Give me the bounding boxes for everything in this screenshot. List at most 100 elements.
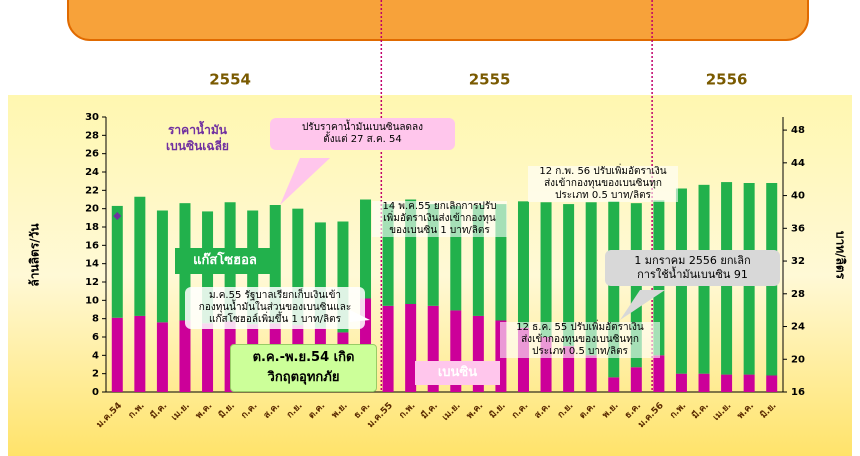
bar-segment — [179, 320, 191, 392]
annotation: ต.ค.-พ.ย.54 เกิดวิกฤตอุทกภัย — [230, 344, 377, 392]
bar-segment — [405, 199, 417, 304]
bar-segment — [608, 201, 620, 378]
text-line: เพิ่มอัตราเงินส่งเข้ากองทุน — [383, 213, 496, 224]
bar-segment — [450, 205, 462, 311]
callout — [280, 158, 330, 205]
bar-segment — [472, 205, 484, 316]
year-label: 2555 — [469, 71, 511, 89]
bar-segment — [472, 315, 484, 392]
bar-segment — [517, 327, 529, 392]
bar-segment — [156, 322, 168, 392]
text-line: กองทุนน้ำมันในส่วนของเบนซินและ — [198, 302, 352, 313]
bar-segment — [450, 310, 462, 392]
text-line: ต.ค.-พ.ย.54 เกิด — [252, 350, 355, 365]
bar-segment — [314, 222, 326, 328]
bar-segment — [721, 374, 733, 392]
bar-segment — [202, 323, 214, 392]
bar-segment — [269, 205, 281, 324]
y-tick-label: 2 — [92, 369, 99, 380]
text-line: ประเภท 0.5 บาท/ลิตร — [532, 346, 628, 357]
annotation: 12 ธ.ค. 55 ปรับเพิ่มอัตราเงิน ส่งเข้ากองท… — [500, 322, 660, 358]
bar-segment — [382, 204, 394, 306]
series-label: แก๊สโซฮอล — [175, 248, 275, 274]
text-line: 14 พ.ค.55 ยกเลิกการปรับ — [382, 201, 497, 212]
y2-tick-label: 40 — [791, 191, 805, 202]
y2-axis-label: บาท/ลิตร — [834, 231, 848, 280]
bar-segment — [585, 202, 597, 356]
y2-tick-label: 16 — [791, 387, 805, 398]
year-label: 2556 — [706, 71, 748, 89]
text-line: เบนซิน — [437, 365, 478, 380]
y2-tick-label: 44 — [791, 158, 805, 169]
bar-segment — [766, 375, 778, 392]
text-line: ตั้งแต่ 27 ส.ค. 54 — [323, 134, 402, 145]
y2-tick-label: 28 — [791, 289, 805, 300]
y-tick-label: 12 — [85, 277, 99, 288]
y-tick-label: 6 — [92, 332, 99, 343]
text-line: ประเภท 0.5 บาท/ลิตร — [555, 190, 651, 201]
bar-segment — [134, 315, 146, 392]
y-tick-label: 18 — [85, 222, 99, 233]
y-tick-label: 14 — [85, 259, 99, 270]
bar-segment — [698, 373, 710, 392]
series-label: เบนซิน — [415, 361, 500, 385]
y-tick-label: 22 — [85, 185, 99, 196]
text-line: ส่งเข้ากองทุนของเบนซินทุก — [544, 178, 662, 189]
bar-segment — [630, 367, 642, 392]
bar-segment — [563, 346, 575, 392]
bar-segment — [675, 373, 687, 392]
annotation: 12 ก.พ. 56 ปรับเพิ่มอัตราเงิน ส่งเข้ากองท… — [528, 166, 678, 202]
y2-tick-label: 20 — [791, 354, 805, 365]
text-line: แก๊สโซฮอล — [193, 253, 257, 268]
price-marker — [113, 212, 122, 221]
bar-segment — [653, 355, 665, 392]
series-label: ราคาน้ำมัน เบนซินเฉลี่ย — [150, 122, 245, 154]
y-tick-label: 30 — [85, 112, 99, 123]
bar-segment — [111, 317, 123, 392]
y2-tick-label: 36 — [791, 223, 805, 234]
bar-segment — [134, 196, 146, 316]
bar-segment — [405, 304, 417, 392]
y2-tick-label: 24 — [791, 322, 805, 333]
bar-segment — [111, 205, 123, 318]
bar-segment — [292, 208, 304, 326]
text-line: ของเบนซิน 1 บาท/ลิตร — [389, 225, 490, 236]
text-line: 12 ก.พ. 56 ปรับเพิ่มอัตราเงิน — [539, 166, 667, 177]
y-tick-label: 28 — [85, 130, 99, 141]
y-tick-label: 8 — [92, 314, 99, 325]
text-line: วิกฤตอุทกภัย — [267, 370, 340, 385]
annotation: 1 มกราคม 2556 ยกเลิก การใช้น้ำมันเบนซิน 9… — [605, 250, 780, 286]
y-tick-label: 10 — [85, 295, 99, 306]
bar-segment — [360, 199, 372, 299]
bar-segment — [427, 204, 439, 306]
header-box — [67, 0, 809, 41]
y-tick-label: 4 — [92, 350, 99, 361]
text-line: แก๊สโซฮอล์เพิ่มขึ้น 1 บาท/ลิตร — [209, 314, 341, 325]
bar-segment — [337, 221, 349, 333]
year-label: 2554 — [209, 71, 251, 89]
text-line: 12 ธ.ค. 55 ปรับเพิ่มอัตราเงิน — [516, 322, 644, 333]
text-line: 1 มกราคม 2556 ยกเลิก — [634, 254, 751, 267]
y-tick-label: 16 — [85, 240, 99, 251]
bar-segment — [608, 377, 620, 392]
annotation: ปรับราคาน้ำมันเบนซินลดลง ตั้งแต่ 27 ส.ค. … — [270, 118, 455, 150]
bar-segment — [563, 204, 575, 347]
text-line: ราคาน้ำมัน เบนซินเฉลี่ย — [166, 123, 229, 153]
text-line: การใช้น้ำมันเบนซิน 91 — [637, 268, 748, 281]
bar-segment — [382, 305, 394, 392]
bar-segment — [540, 337, 552, 392]
annotation: ม.ค.55 รัฐบาลเรียกเก็บเงินเข้า กองทุนน้ำม… — [185, 287, 365, 329]
text-line: ม.ค.55 รัฐบาลเรียกเก็บเงินเข้า — [208, 290, 342, 301]
bar-segment — [743, 374, 755, 392]
bar-segment — [156, 210, 168, 323]
text-line: ปรับราคาน้ำมันเบนซินลดลง — [301, 122, 424, 133]
y2-tick-label: 48 — [791, 125, 805, 136]
y2-tick-label: 32 — [791, 256, 805, 267]
bar-segment — [540, 202, 552, 337]
bar-segment — [427, 305, 439, 392]
y-axis-label: ล้านลิตร/วัน — [28, 223, 42, 287]
annotation: 14 พ.ค.55 ยกเลิกการปรับ เพิ่มอัตราเงินส่ง… — [372, 201, 507, 237]
y-tick-label: 24 — [85, 167, 99, 178]
callout — [620, 290, 665, 320]
